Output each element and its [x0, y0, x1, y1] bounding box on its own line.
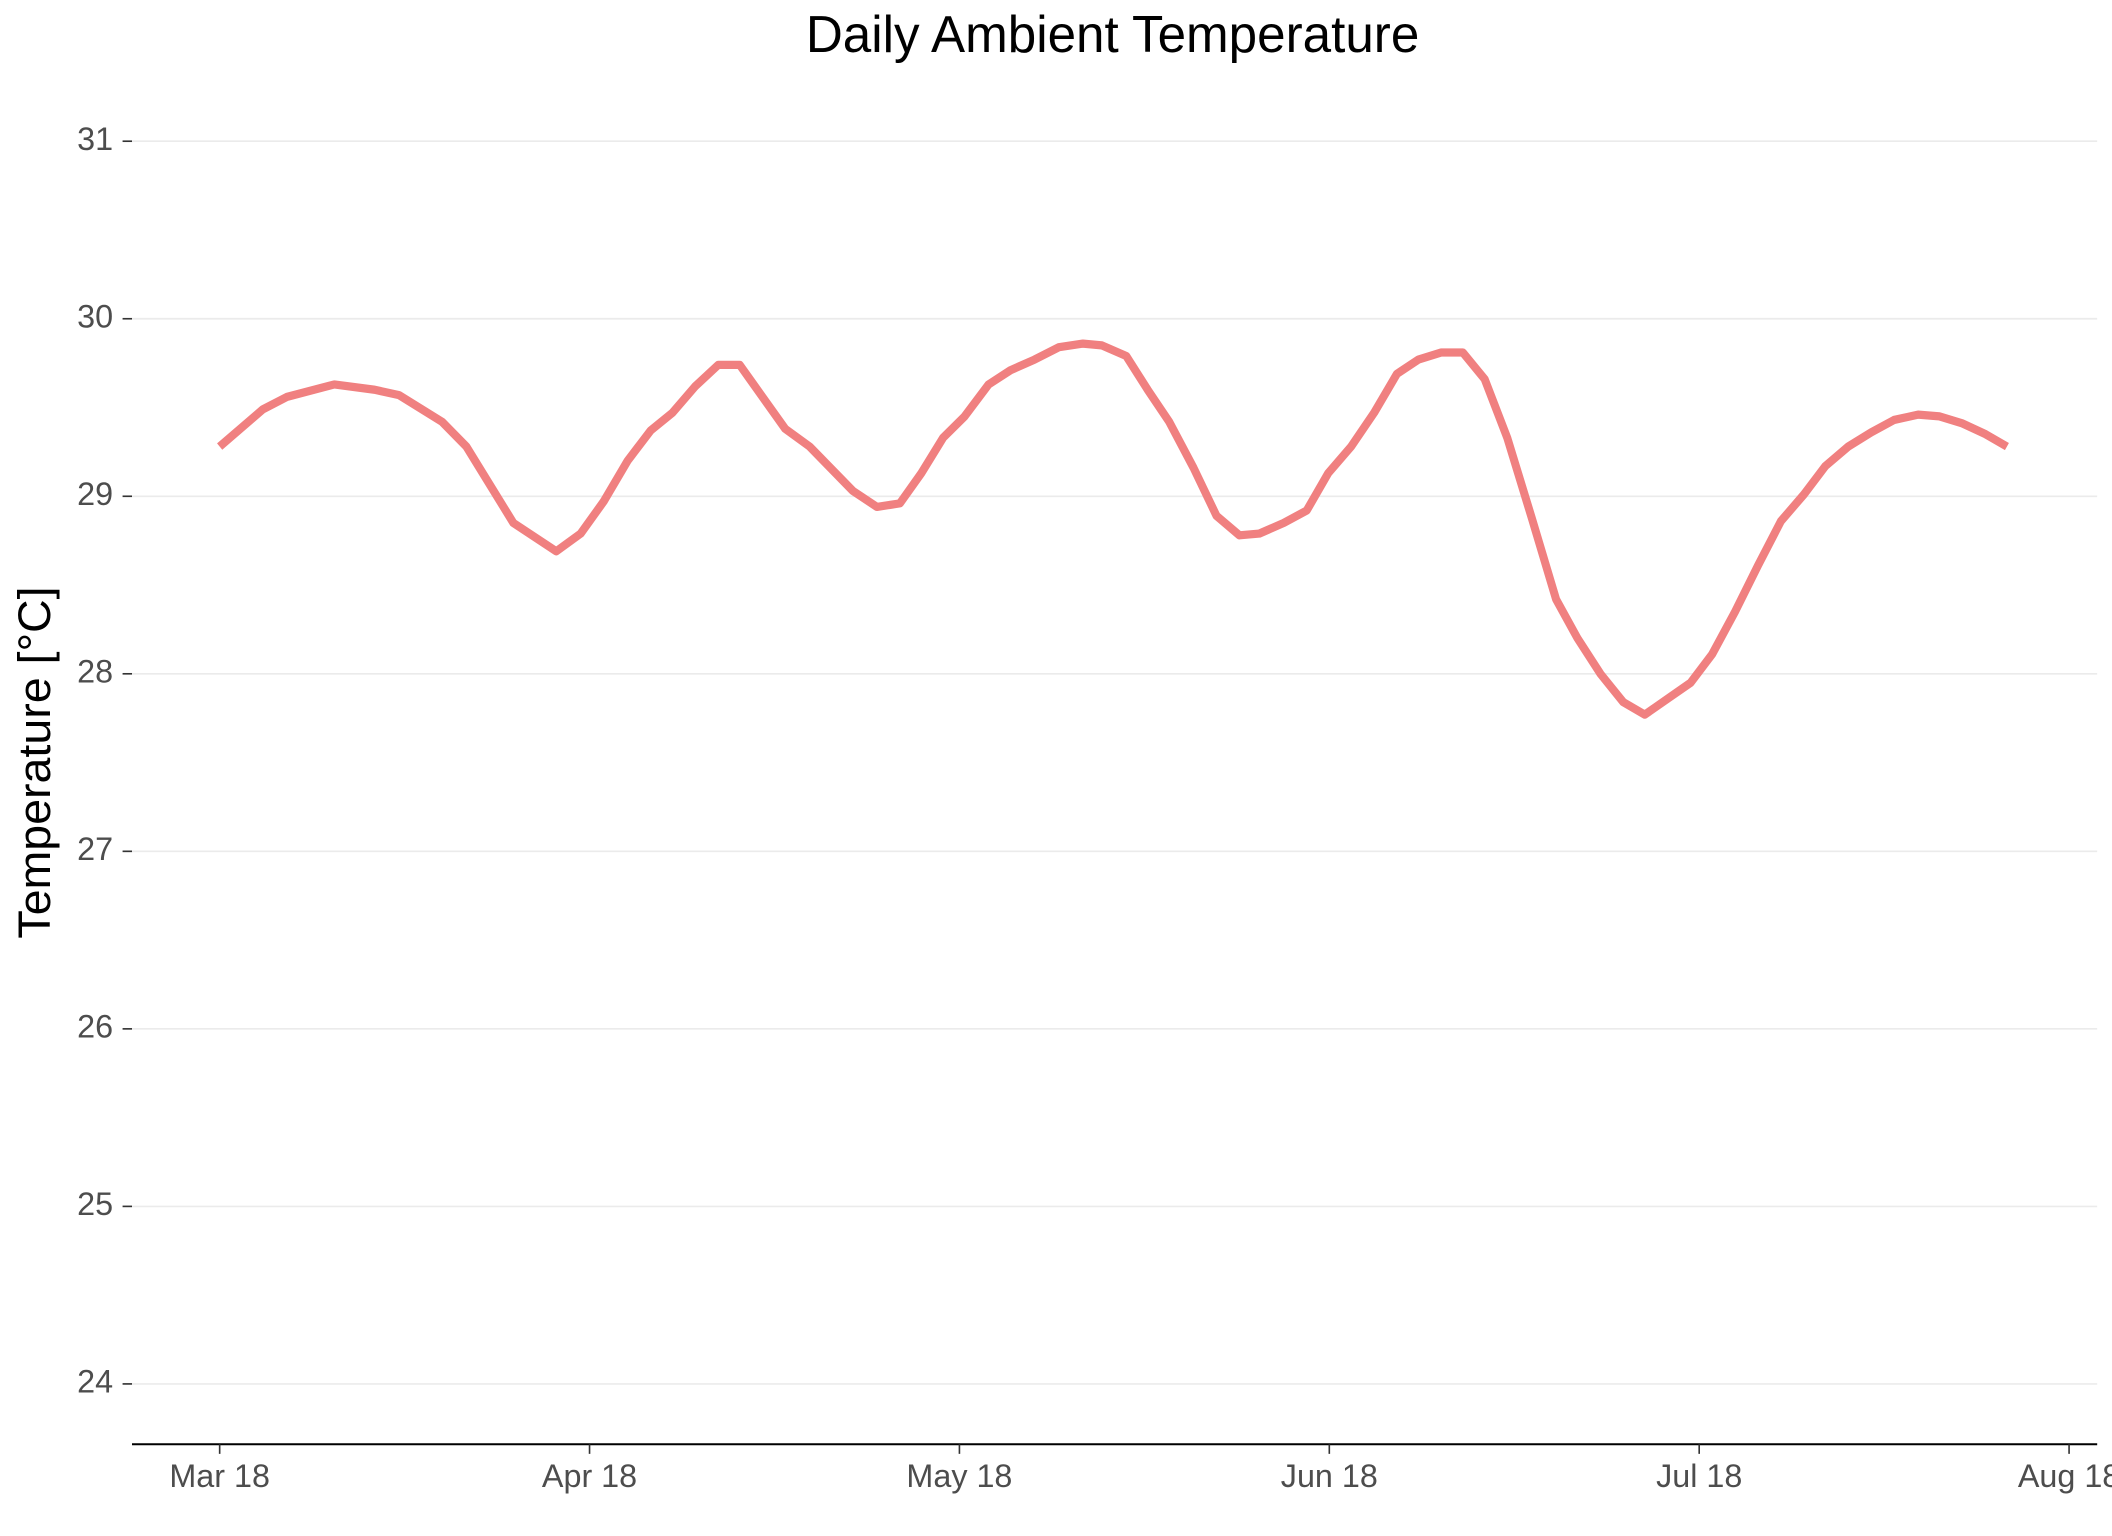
y-tick-label: 29 — [77, 475, 113, 512]
y-axis-label: Temperature [°C] — [8, 586, 60, 938]
y-tick-label: 28 — [77, 652, 113, 689]
x-tick-label: Mar 18 — [169, 1457, 270, 1494]
x-tick-label: May 18 — [906, 1457, 1012, 1494]
x-tick-label: Jun 18 — [1281, 1457, 1378, 1494]
line — [217, 339, 2009, 719]
x-tick-label: Apr 18 — [542, 1457, 637, 1494]
y-tick-label: 27 — [77, 830, 113, 867]
x-tick-label: Jul 18 — [1656, 1457, 1742, 1494]
y-tick-label: 25 — [77, 1185, 113, 1222]
y-tick-label: 26 — [77, 1007, 113, 1044]
y-tick-label: 30 — [77, 297, 113, 334]
x-tick-label: Aug 18 — [2018, 1457, 2112, 1494]
y-tick-label: 24 — [77, 1362, 113, 1399]
chart-title: Daily Ambient Temperature — [806, 5, 1419, 63]
y-tick-label: 31 — [77, 120, 113, 157]
